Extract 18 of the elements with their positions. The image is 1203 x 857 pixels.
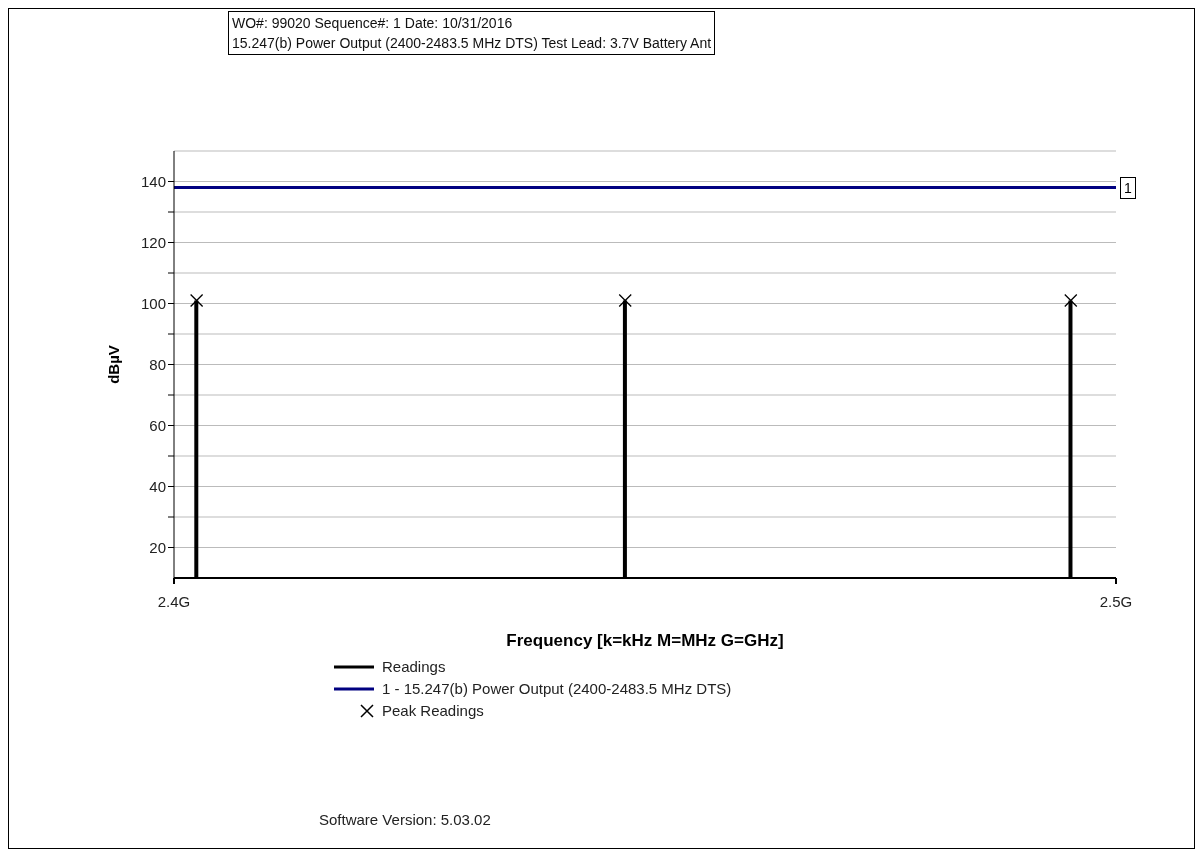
y-tick-label: 20 [149,538,166,556]
chart-title: WO#: 99020 Sequence#: 1 Date: 10/31/2016 [232,14,514,33]
chart-subtitle: 15.247(b) Power Output (2400-2483.5 MHz DTS) Test Lead: 3.7V Battery Ant [232,34,712,53]
y-tick-label: 120 [140,233,166,251]
legend-label: Readings [382,657,446,677]
y-tick-label: 60 [149,416,166,434]
annotation: 1 [1120,177,1136,200]
x-tick-label: 2.4G [157,592,191,610]
y-tick-label: 100 [140,294,166,312]
legend-label: 1 - 15.247(b) Power Output (2400-2483.5 MHz DTS) [382,679,732,699]
x-tick-label: 2.5G [1099,592,1133,610]
legend-label: Peak Readings [382,701,484,721]
text: Software Version: 5.03.02 [319,810,491,830]
y-axis-title: dBµV [105,345,123,384]
y-tick-label: 80 [149,355,166,373]
y-tick-label: 40 [149,477,166,495]
y-tick-label: 140 [140,172,166,190]
x-axis-title: Frequency [k=kHz M=MHz G=GHz] [506,631,784,650]
